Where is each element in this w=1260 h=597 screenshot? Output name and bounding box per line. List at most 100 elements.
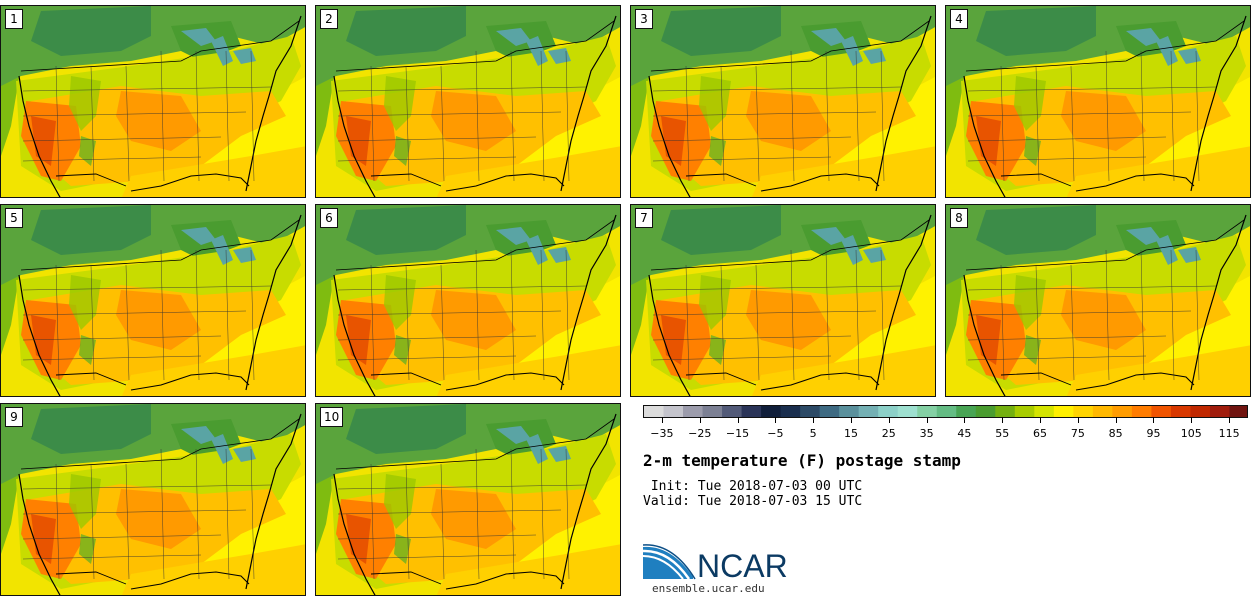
member-panel-4: 4 xyxy=(945,5,1251,198)
colorbar-tick-label: 55 xyxy=(995,427,1010,440)
colorbar-tick-mark xyxy=(737,417,739,423)
colorbar-swatch xyxy=(1034,406,1055,417)
colorbar-swatch xyxy=(878,406,899,417)
colorbar-swatch xyxy=(1209,406,1230,417)
member-number-label: 1 xyxy=(5,9,23,29)
colorbar-swatch xyxy=(839,406,860,417)
colorbar-tick-mark xyxy=(964,417,966,423)
colorbar-swatch xyxy=(917,406,938,417)
colorbar-swatch xyxy=(1073,406,1094,417)
colorbar-tick-mark xyxy=(926,417,928,423)
colorbar-swatch xyxy=(663,406,684,417)
colorbar-tick-mark xyxy=(1002,417,1004,423)
member-number-label: 4 xyxy=(950,9,968,29)
colorbar-swatch xyxy=(1053,406,1074,417)
temperature-map xyxy=(946,205,1250,396)
colorbar-tick-label: 65 xyxy=(1033,427,1048,440)
colorbar-swatch xyxy=(1092,406,1113,417)
colorbar-tick-mark xyxy=(1115,417,1117,423)
colorbar-swatch xyxy=(897,406,918,417)
valid-time: Valid: Tue 2018-07-03 15 UTC xyxy=(643,494,863,509)
member-number-label: 7 xyxy=(635,208,653,228)
colorbar-tick-label: −15 xyxy=(725,427,750,440)
colorbar-swatch xyxy=(761,406,782,417)
colorbar-tick-mark xyxy=(1153,417,1155,423)
member-panel-3: 3 xyxy=(630,5,936,198)
member-number-label: 3 xyxy=(635,9,653,29)
colorbar-swatch xyxy=(644,406,665,417)
colorbar-swatch xyxy=(1151,406,1172,417)
colorbar-swatch xyxy=(995,406,1016,417)
logo-text: NCAR xyxy=(697,548,788,584)
colorbar-swatch xyxy=(1170,406,1191,417)
member-number-label: 6 xyxy=(320,208,338,228)
colorbar-tick-mark xyxy=(1077,417,1079,423)
temperature-map xyxy=(1,404,305,595)
colorbar-swatch xyxy=(936,406,957,417)
site-url: ensemble.ucar.edu xyxy=(652,582,765,595)
member-panel-9: 9 xyxy=(0,403,306,596)
colorbar-swatch xyxy=(1229,406,1247,417)
colorbar-swatch xyxy=(1112,406,1133,417)
member-panel-1: 1 xyxy=(0,5,306,198)
colorbar-tick-mark xyxy=(699,417,701,423)
colorbar-swatch xyxy=(1190,406,1211,417)
colorbar-swatch xyxy=(800,406,821,417)
colorbar-tick-mark xyxy=(813,417,815,423)
colorbar-tick-mark xyxy=(1191,417,1193,423)
member-number-label: 10 xyxy=(320,407,344,427)
colorbar-swatch xyxy=(1131,406,1152,417)
colorbar-tick-label: 5 xyxy=(809,427,817,440)
colorbar-swatch xyxy=(741,406,762,417)
colorbar-tick-mark xyxy=(850,417,852,423)
colorbar-swatch xyxy=(683,406,704,417)
member-panel-8: 8 xyxy=(945,204,1251,397)
colorbar-swatches xyxy=(643,405,1248,418)
temperature-map xyxy=(631,205,935,396)
colorbar-swatch xyxy=(858,406,879,417)
colorbar-tick-label: 115 xyxy=(1218,427,1240,440)
colorbar-swatch xyxy=(956,406,977,417)
member-panel-5: 5 xyxy=(0,204,306,397)
temperature-map xyxy=(1,205,305,396)
colorbar-swatch xyxy=(1014,406,1035,417)
temperature-map xyxy=(631,6,935,197)
member-panel-10: 10 xyxy=(315,403,621,596)
colorbar-swatch xyxy=(722,406,743,417)
colorbar-tick-label: 95 xyxy=(1146,427,1161,440)
colorbar-swatch xyxy=(819,406,840,417)
colorbar-ticks: −35 −25 −15 −5 5 15 25 35 45 55 65 75 85 95 105 115 xyxy=(643,417,1248,441)
colorbar-tick-label: 15 xyxy=(843,427,858,440)
member-number-label: 5 xyxy=(5,208,23,228)
colorbar-tick-mark xyxy=(1229,417,1231,423)
temperature-map xyxy=(316,205,620,396)
init-time: Init: Tue 2018-07-03 00 UTC xyxy=(643,479,863,494)
member-number-label: 2 xyxy=(320,9,338,29)
colorbar-tick-label: −25 xyxy=(688,427,712,440)
colorbar-tick-mark xyxy=(775,417,777,423)
colorbar-tick-mark xyxy=(1040,417,1042,423)
colorbar: −35 −25 −15 −5 5 15 25 35 45 55 65 75 85 95 105 115 xyxy=(643,405,1248,441)
colorbar-tick-label: 105 xyxy=(1180,427,1202,440)
colorbar-tick-label: 85 xyxy=(1108,427,1123,440)
ncar-logo xyxy=(643,544,696,580)
chart-title: 2-m temperature (F) postage stamp xyxy=(643,451,961,470)
colorbar-swatch xyxy=(702,406,723,417)
temperature-map xyxy=(1,6,305,197)
colorbar-tick-label: −5 xyxy=(767,427,784,440)
member-panel-6: 6 xyxy=(315,204,621,397)
colorbar-tick-mark xyxy=(661,417,663,423)
member-panel-2: 2 xyxy=(315,5,621,198)
colorbar-tick-label: 35 xyxy=(919,427,934,440)
colorbar-tick-label: 45 xyxy=(957,427,972,440)
colorbar-tick-label: 75 xyxy=(1070,427,1085,440)
colorbar-swatch xyxy=(975,406,996,417)
colorbar-swatch xyxy=(780,406,801,417)
member-panel-7: 7 xyxy=(630,204,936,397)
temperature-map xyxy=(316,6,620,197)
temperature-map xyxy=(316,404,620,595)
member-number-label: 9 xyxy=(5,407,23,427)
temperature-map xyxy=(946,6,1250,197)
colorbar-tick-label: 25 xyxy=(881,427,896,440)
member-number-label: 8 xyxy=(950,208,968,228)
